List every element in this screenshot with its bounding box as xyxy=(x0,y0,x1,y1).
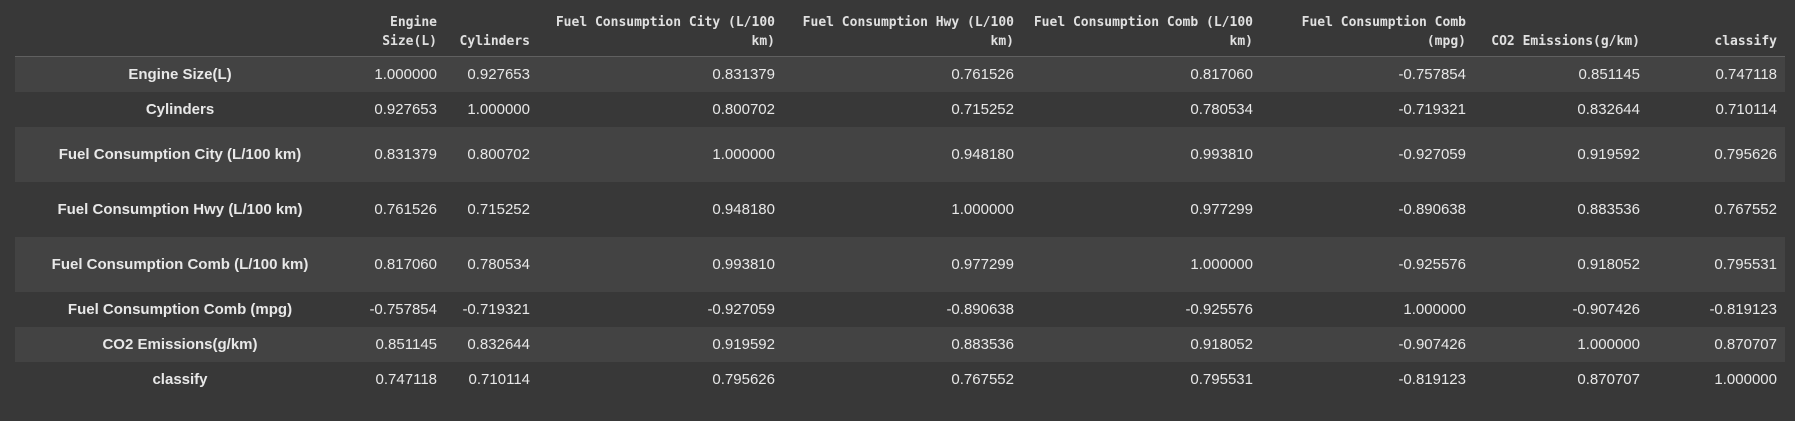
table-cell: 1.000000 xyxy=(712,145,775,163)
row-label: Fuel Consumption Hwy (L/100 km) xyxy=(57,200,303,218)
column-header: Cylinders xyxy=(445,0,538,57)
dataframe-output: Engine Size(L) Cylinders Fuel Consumptio… xyxy=(15,0,1785,397)
table-cell: 0.780534 xyxy=(1190,100,1253,118)
table-cell: -0.927059 xyxy=(707,300,775,318)
table-cell: 0.883536 xyxy=(1577,200,1640,218)
column-header: Fuel Consumption Hwy (L/100 km) xyxy=(783,0,1022,57)
table-cell: -0.719321 xyxy=(1398,100,1466,118)
table-cell: 0.747118 xyxy=(375,370,437,388)
table-cell: 0.918052 xyxy=(1577,255,1640,273)
table-cell: 0.832644 xyxy=(1577,100,1640,118)
table-cell: -0.819123 xyxy=(1709,300,1777,318)
table-cell: -0.890638 xyxy=(946,300,1014,318)
table-cell: -0.925576 xyxy=(1398,255,1466,273)
table-cell: 0.993810 xyxy=(1190,145,1253,163)
table-row: Cylinders 0.927653 1.000000 0.800702 0.7… xyxy=(15,91,1785,127)
table-cell: 0.948180 xyxy=(712,200,775,218)
table-cell: 0.851145 xyxy=(375,335,437,353)
table-cell: 1.000000 xyxy=(1403,300,1466,318)
table-cell: 0.832644 xyxy=(467,335,530,353)
table-cell: 0.715252 xyxy=(951,100,1014,118)
table-cell: 0.927653 xyxy=(374,100,437,118)
table-cell: 0.710114 xyxy=(468,370,530,388)
column-header: Fuel Consumption City (L/100 km) xyxy=(538,0,783,57)
table-cell: 0.977299 xyxy=(951,255,1014,273)
table-cell: 1.000000 xyxy=(1577,335,1640,353)
table-cell: 1.000000 xyxy=(1190,255,1253,273)
table-cell: 0.795531 xyxy=(1190,370,1253,388)
row-label: Fuel Consumption Comb (L/100 km) xyxy=(51,255,309,273)
table-cell: -0.927059 xyxy=(1398,145,1466,163)
table-row: classify 0.747118 0.710114 0.795626 0.76… xyxy=(15,361,1785,397)
row-label: CO2 Emissions(g/km) xyxy=(102,335,258,353)
index-header xyxy=(15,0,345,57)
table-cell: 0.761526 xyxy=(951,65,1014,83)
table-cell: 0.993810 xyxy=(712,255,775,273)
table-cell: -0.925576 xyxy=(1185,300,1253,318)
column-header: classify xyxy=(1648,0,1785,57)
row-label: Fuel Consumption City (L/100 km) xyxy=(58,145,302,163)
row-label: classify xyxy=(152,370,208,388)
table-cell: 0.870707 xyxy=(1714,335,1777,353)
table-cell: -0.907426 xyxy=(1572,300,1640,318)
column-header: Fuel Consumption Comb (L/100 km) xyxy=(1022,0,1261,57)
table-row: Engine Size(L) 1.000000 0.927653 0.83137… xyxy=(15,56,1785,92)
table-cell: 0.927653 xyxy=(467,65,530,83)
column-header: CO2 Emissions(g/km) xyxy=(1474,0,1648,57)
table-cell: -0.719321 xyxy=(462,300,530,318)
table-cell: 0.800702 xyxy=(712,100,775,118)
table-cell: 0.948180 xyxy=(951,145,1014,163)
column-header: Fuel Consumption Comb (mpg) xyxy=(1261,0,1474,57)
table-row: Fuel Consumption Hwy (L/100 km) 0.761526… xyxy=(15,181,1785,237)
table-cell: -0.890638 xyxy=(1398,200,1466,218)
table-row: Fuel Consumption City (L/100 km) 0.83137… xyxy=(15,126,1785,182)
table-cell: 0.747118 xyxy=(1715,65,1777,83)
table-cell: 0.851145 xyxy=(1578,65,1640,83)
table-row: CO2 Emissions(g/km) 0.851145 0.832644 0.… xyxy=(15,326,1785,362)
table-cell: 1.000000 xyxy=(951,200,1014,218)
table-cell: -0.907426 xyxy=(1398,335,1466,353)
header-row: Engine Size(L) Cylinders Fuel Consumptio… xyxy=(15,0,1785,57)
table-cell: 0.767552 xyxy=(951,370,1014,388)
table-cell: 0.767552 xyxy=(1714,200,1777,218)
table-row: Fuel Consumption Comb (mpg) -0.757854 -0… xyxy=(15,291,1785,327)
table-cell: 0.919592 xyxy=(1577,145,1640,163)
table-cell: 0.795626 xyxy=(1714,145,1777,163)
column-header: Engine Size(L) xyxy=(345,0,445,57)
row-label: Cylinders xyxy=(145,100,215,118)
correlation-table: Engine Size(L) Cylinders Fuel Consumptio… xyxy=(15,0,1785,397)
table-cell: 0.780534 xyxy=(467,255,530,273)
row-label: Fuel Consumption Comb (mpg) xyxy=(67,300,293,318)
table-cell: 1.000000 xyxy=(1714,370,1777,388)
table-cell: 1.000000 xyxy=(467,100,530,118)
row-label: Engine Size(L) xyxy=(128,65,232,83)
table-cell: 0.795626 xyxy=(712,370,775,388)
table-cell: 0.817060 xyxy=(1190,65,1253,83)
table-cell: 0.715252 xyxy=(467,200,530,218)
table-cell: 0.710114 xyxy=(1715,100,1777,118)
table-cell: 0.918052 xyxy=(1190,335,1253,353)
table-cell: 1.000000 xyxy=(374,65,437,83)
table-cell: 0.883536 xyxy=(951,335,1014,353)
table-cell: 0.795531 xyxy=(1714,255,1777,273)
table-row: Fuel Consumption Comb (L/100 km) 0.81706… xyxy=(15,236,1785,292)
table-cell: 0.870707 xyxy=(1577,370,1640,388)
table-cell: -0.757854 xyxy=(369,300,437,318)
table-cell: -0.757854 xyxy=(1398,65,1466,83)
table-cell: 0.977299 xyxy=(1190,200,1253,218)
table-cell: 0.831379 xyxy=(374,145,437,163)
table-cell: 0.800702 xyxy=(467,145,530,163)
table-cell: 0.761526 xyxy=(374,200,437,218)
table-cell: -0.819123 xyxy=(1398,370,1466,388)
table-cell: 0.831379 xyxy=(712,65,775,83)
table-cell: 0.919592 xyxy=(712,335,775,353)
table-cell: 0.817060 xyxy=(374,255,437,273)
